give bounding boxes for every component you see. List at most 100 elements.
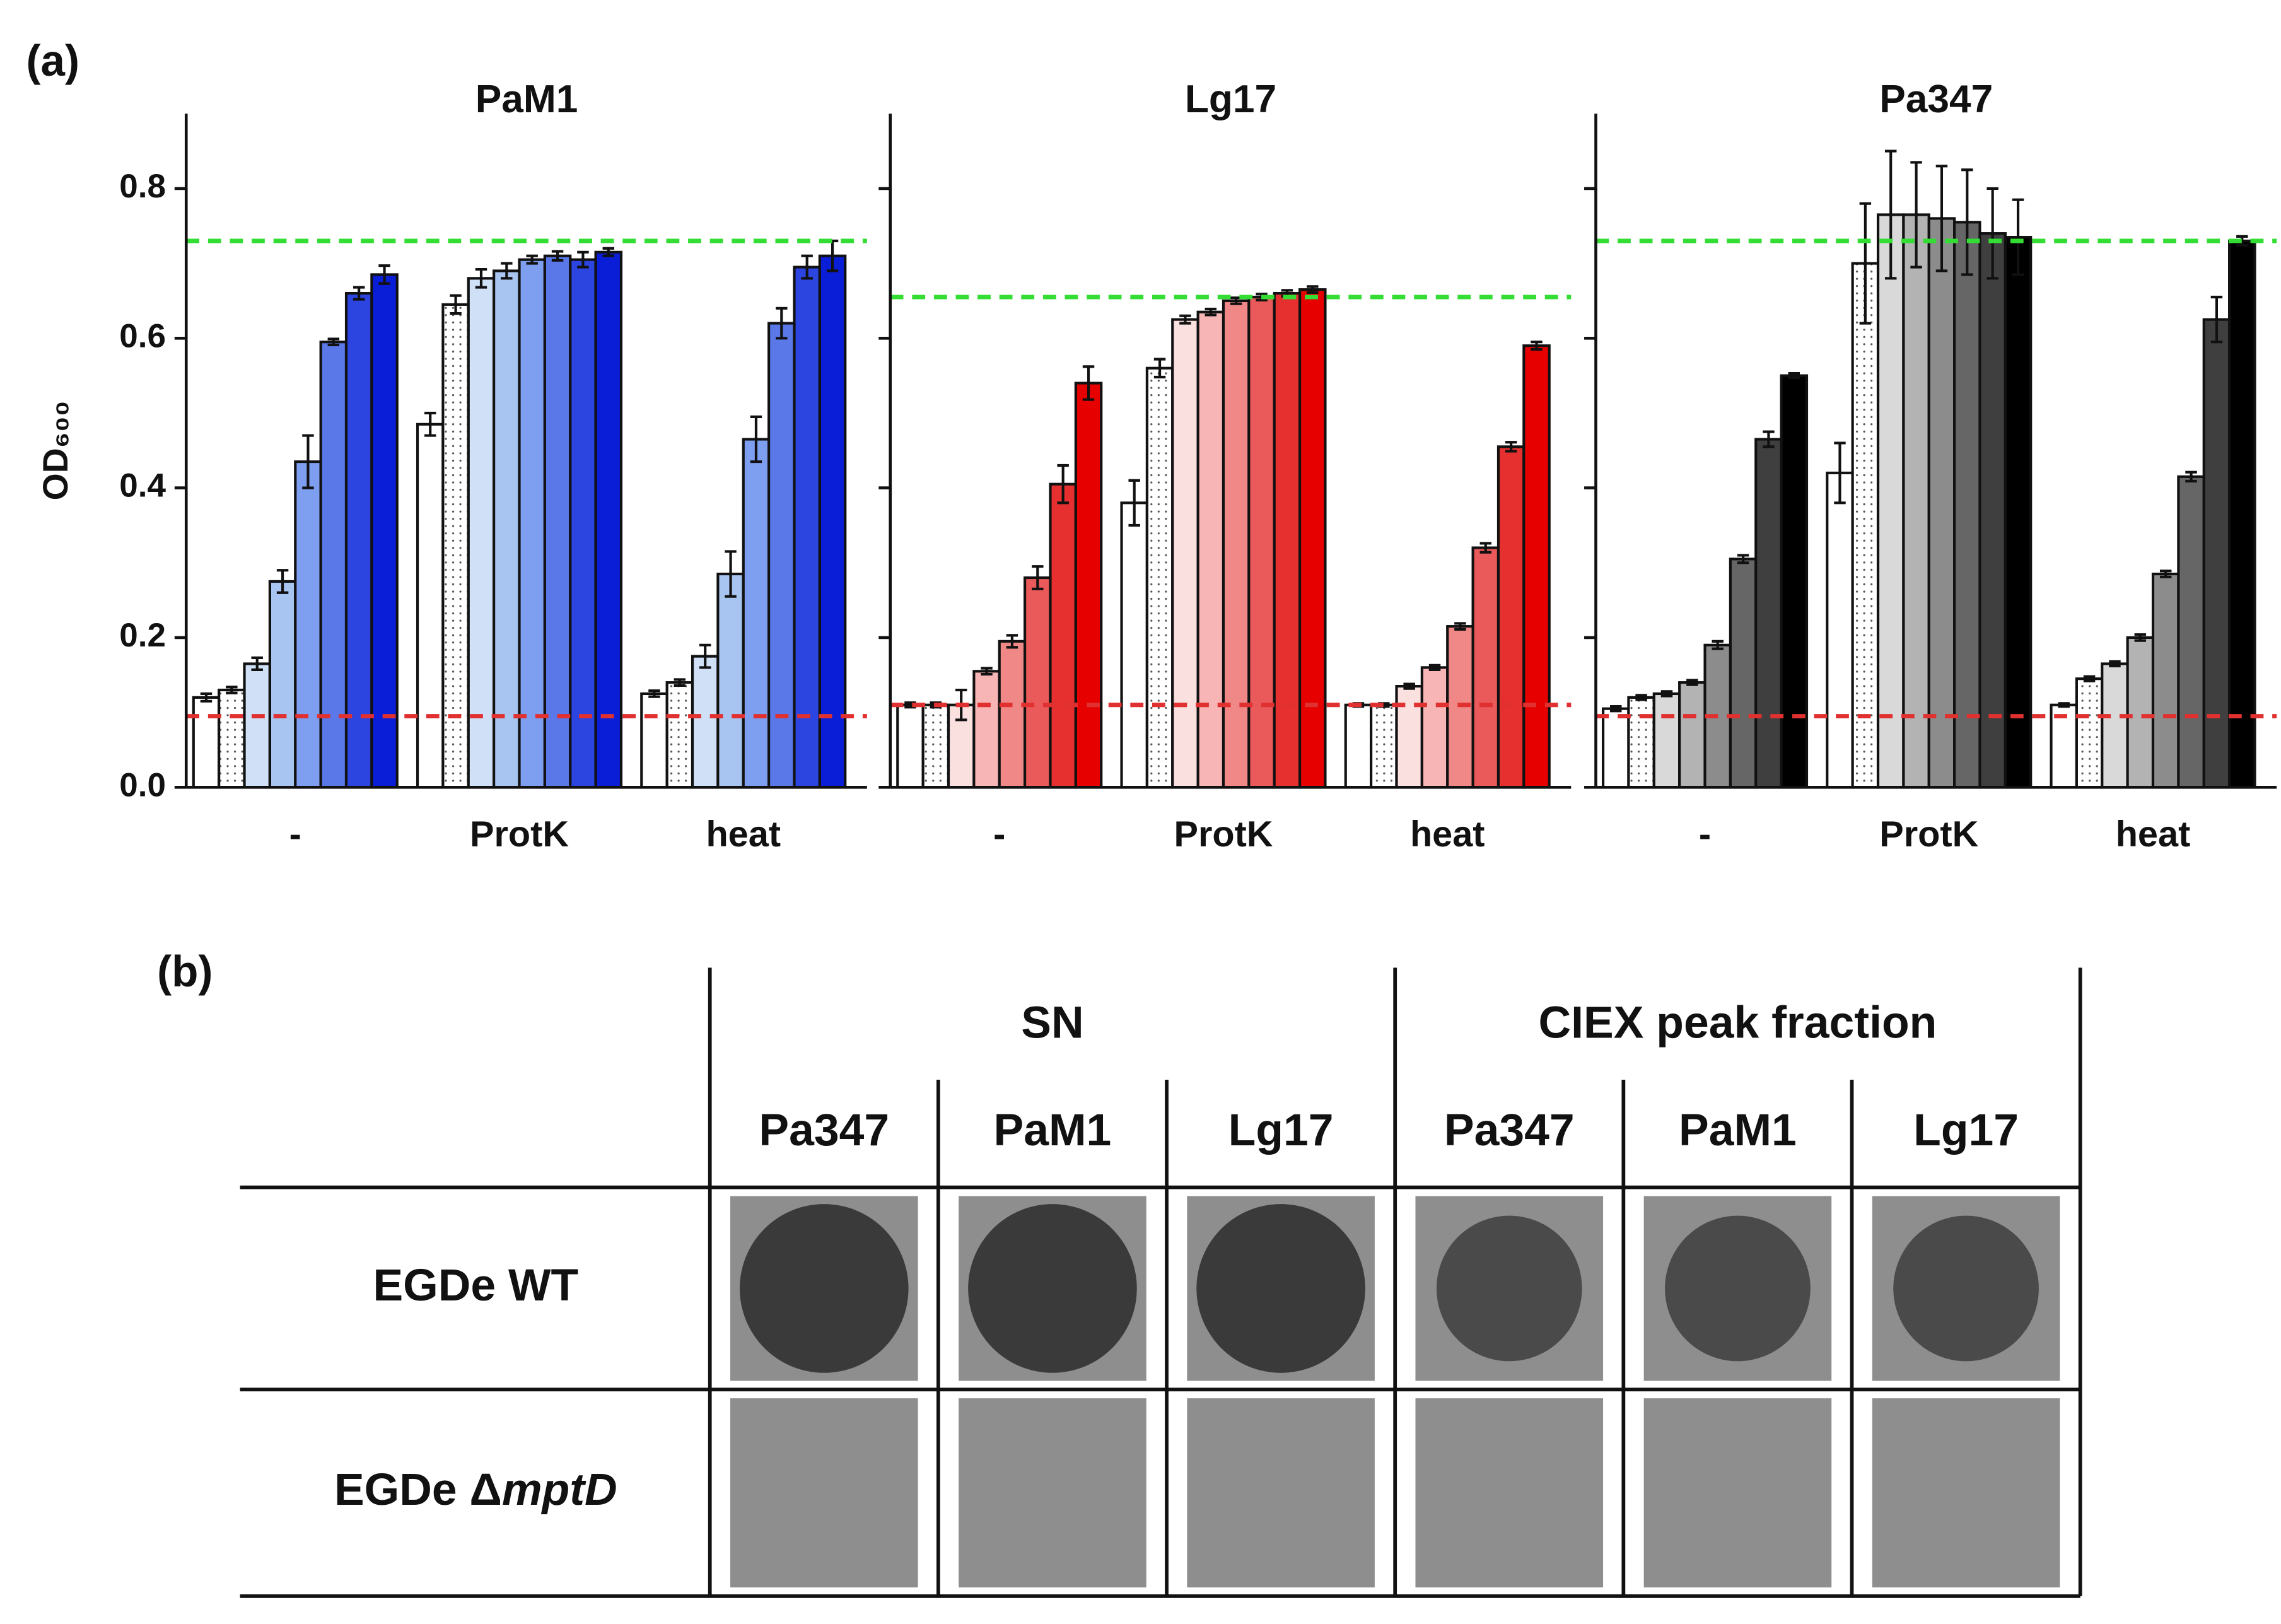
bar	[921, 703, 950, 789]
error-bar	[2083, 675, 2096, 682]
error-bar	[1763, 430, 1775, 448]
error-bar	[1153, 358, 1166, 379]
error-bar	[1910, 161, 1922, 269]
bar	[1344, 703, 1373, 789]
error-bar	[1737, 554, 1749, 564]
error-bar	[424, 411, 436, 437]
error-bar	[1057, 464, 1069, 505]
column-header: Pa347	[759, 1105, 889, 1155]
bar	[319, 341, 348, 789]
plate-image	[1187, 1398, 1375, 1588]
bar	[493, 269, 521, 789]
bar	[370, 273, 399, 789]
error-bar	[1935, 165, 1948, 272]
error-bar	[251, 656, 263, 672]
bar	[1395, 685, 1423, 789]
error-bar	[1686, 679, 1698, 686]
error-bar	[2109, 660, 2121, 668]
bar	[1953, 221, 1981, 789]
bar	[1222, 299, 1251, 789]
bar	[1273, 291, 1302, 789]
inhibition-zone	[1893, 1215, 2039, 1362]
error-bar	[2134, 633, 2147, 642]
row-header: EGDe WT	[373, 1260, 578, 1311]
bar	[665, 681, 694, 789]
error-bar	[450, 294, 462, 315]
bar	[1652, 692, 1681, 789]
bar	[1729, 558, 1758, 789]
bar	[294, 460, 322, 789]
bar	[1196, 310, 1225, 789]
error-bar	[602, 247, 615, 257]
bar	[640, 692, 668, 789]
column-group-header: CIEX peak fraction	[1539, 997, 1937, 1048]
error-bar	[1635, 694, 1647, 701]
error-bar	[200, 692, 213, 703]
error-bar	[475, 268, 487, 289]
error-bar	[501, 262, 513, 280]
error-bar	[1660, 690, 1673, 698]
bar	[1420, 666, 1449, 789]
error-bar	[378, 264, 390, 285]
inhibition-zone	[1196, 1204, 1365, 1373]
bar	[1780, 374, 1809, 789]
inhibition-zone	[1436, 1215, 1582, 1362]
column-header: PaM1	[994, 1105, 1112, 1155]
x-tick-label: -	[993, 814, 1005, 855]
error-bar	[2058, 702, 2070, 708]
bar	[742, 438, 771, 789]
chart-title: Pa347	[1879, 78, 1993, 121]
error-bar	[1082, 365, 1095, 401]
y-tick-label: 0.4	[119, 467, 166, 505]
chart-title: PaM1	[475, 78, 578, 121]
bar	[1370, 703, 1398, 789]
bar	[416, 423, 445, 789]
bar	[691, 655, 720, 789]
error-bar	[776, 307, 788, 340]
x-tick-label: heat	[2116, 814, 2191, 855]
bar	[2177, 475, 2205, 789]
row-header: EGDe ΔmptD	[334, 1464, 617, 1515]
error-bar	[1205, 307, 1217, 317]
y-tick-label: 0.8	[119, 168, 166, 205]
column-header: Lg17	[1913, 1105, 2019, 1155]
bar	[1522, 344, 1551, 789]
plate-image	[959, 1398, 1146, 1588]
error-bar	[2236, 235, 2248, 247]
x-tick-label: ProtK	[1879, 814, 1978, 855]
bar	[268, 580, 297, 789]
bar	[1145, 366, 1174, 789]
bar	[818, 254, 847, 789]
error-bar	[2185, 470, 2197, 483]
bar	[793, 266, 821, 789]
error-bar	[1834, 441, 1846, 505]
error-bar	[1428, 663, 1441, 672]
x-tick-label: ProtK	[1174, 814, 1273, 855]
bar	[1074, 382, 1103, 789]
column-header: PaM1	[1679, 1105, 1797, 1155]
error-bar	[1307, 285, 1319, 294]
error-bar	[1479, 542, 1492, 554]
error-bar	[1128, 479, 1140, 527]
error-bar	[1505, 441, 1517, 453]
bar	[2126, 636, 2155, 789]
y-tick-label: 0.6	[119, 317, 166, 354]
x-tick-label: heat	[1410, 814, 1485, 855]
bar	[569, 258, 597, 789]
bar	[543, 254, 572, 789]
error-bar	[801, 254, 813, 280]
error-bar	[674, 678, 686, 687]
bar	[1601, 707, 1630, 789]
bar	[2101, 662, 2129, 789]
error-bar	[551, 250, 564, 262]
error-bar	[1788, 371, 1800, 380]
error-bar	[302, 434, 314, 489]
error-bar	[1531, 341, 1543, 351]
plate-image	[1643, 1398, 1832, 1588]
bar	[594, 250, 623, 789]
error-bar	[526, 254, 538, 265]
bar	[1754, 438, 1783, 789]
y-tick-label: 0.2	[119, 617, 166, 654]
bar	[896, 703, 925, 789]
bar	[1171, 318, 1199, 789]
